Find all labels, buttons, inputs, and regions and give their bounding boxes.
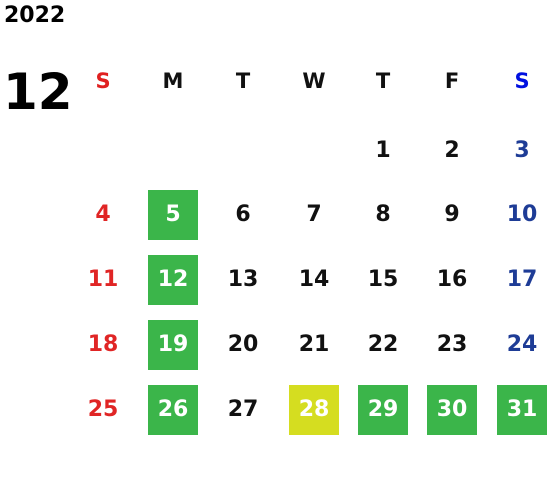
year: 2022 [4,3,66,28]
day-cell: 20 [227,332,259,357]
weekday-label: T [375,69,391,93]
day-cell: 17 [506,267,538,292]
day-cell: 29 [358,385,408,435]
day-cell: 24 [506,332,538,357]
day-cell: 13 [227,267,259,292]
weekday-label: F [444,69,460,93]
day-cell: 3 [514,138,530,163]
day-cell: 27 [227,397,259,422]
day-cell: 21 [298,332,330,357]
day-cell: 14 [298,267,330,292]
day-cell: 11 [87,267,119,292]
day-cell: 25 [87,397,119,422]
day-cell: 6 [235,202,251,227]
weekday-label: W [302,69,326,93]
day-cell: 31 [497,385,547,435]
day-cell: 16 [436,267,468,292]
day-cell: 28 [289,385,339,435]
weekday-label: M [162,69,184,93]
day-cell: 19 [148,320,198,370]
day-cell: 9 [444,202,460,227]
day-cell: 4 [95,202,111,227]
day-cell: 18 [87,332,119,357]
day-cell: 30 [427,385,477,435]
day-cell: 2 [444,138,460,163]
day-cell: 26 [148,385,198,435]
month: 12 [3,63,73,121]
day-cell: 7 [306,202,322,227]
weekday-label: S [95,69,111,93]
day-cell: 12 [148,255,198,305]
day-cell: 5 [148,190,198,240]
weekday-label: T [235,69,251,93]
weekday-label: S [514,69,530,93]
day-cell: 22 [367,332,399,357]
day-cell: 15 [367,267,399,292]
day-cell: 1 [375,138,391,163]
day-cell: 8 [375,202,391,227]
day-cell: 10 [506,202,538,227]
day-cell: 23 [436,332,468,357]
